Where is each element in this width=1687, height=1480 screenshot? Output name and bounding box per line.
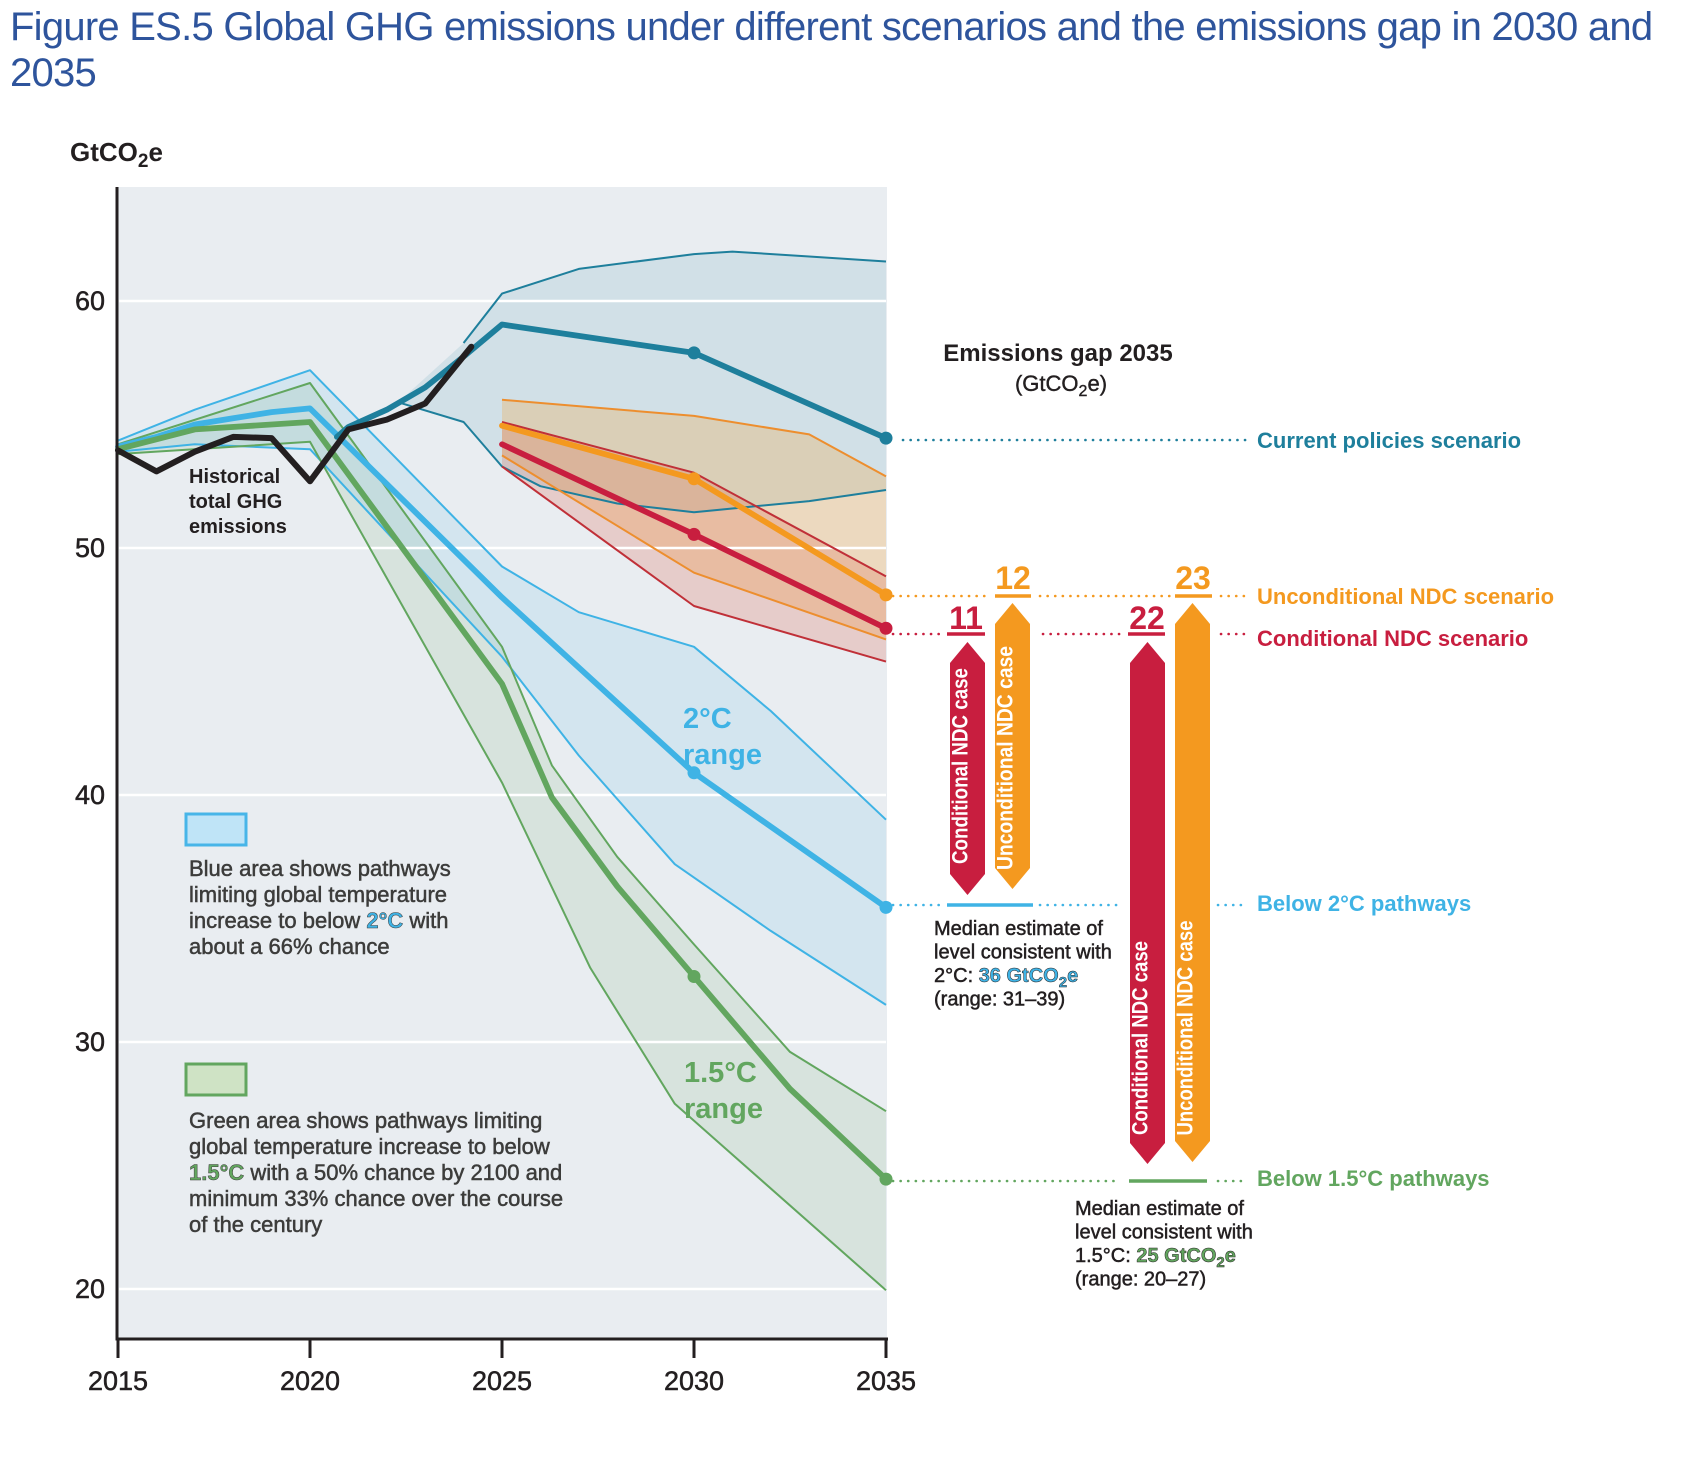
svg-text:global temperature increase to: global temperature increase to below xyxy=(189,1134,550,1159)
svg-text:(range: 31–39): (range: 31–39) xyxy=(934,989,1065,1011)
svg-text:1.5°C: 1.5°C xyxy=(684,1057,757,1089)
svg-text:11: 11 xyxy=(949,600,983,636)
svg-text:emissions: emissions xyxy=(189,516,287,538)
svg-text:Unconditional NDC scenario: Unconditional NDC scenario xyxy=(1257,584,1554,609)
svg-text:range: range xyxy=(684,1093,763,1125)
svg-text:Conditional NDC scenario: Conditional NDC scenario xyxy=(1257,626,1528,651)
svg-text:2030: 2030 xyxy=(664,1366,724,1396)
svg-text:20: 20 xyxy=(75,1274,105,1304)
svg-text:Median estimate of: Median estimate of xyxy=(934,918,1103,940)
svg-text:Historical: Historical xyxy=(189,466,280,488)
svg-text:(GtCO2e): (GtCO2e) xyxy=(1015,371,1107,400)
svg-text:minimum 33% chance over the co: minimum 33% chance over the course xyxy=(189,1186,563,1211)
svg-text:level consistent with: level consistent with xyxy=(1075,1222,1253,1244)
svg-text:limiting global temperature: limiting global temperature xyxy=(189,882,447,907)
svg-text:of the century: of the century xyxy=(189,1212,322,1237)
svg-text:50: 50 xyxy=(75,533,105,563)
svg-text:Below 2°C pathways: Below 2°C pathways xyxy=(1257,891,1471,916)
svg-text:2035: 2035 xyxy=(856,1366,916,1396)
svg-text:2°C: 2°C xyxy=(683,703,732,735)
svg-text:60: 60 xyxy=(75,286,105,316)
svg-text:level consistent with: level consistent with xyxy=(934,942,1112,964)
svg-text:Green area shows pathways limi: Green area shows pathways limiting xyxy=(189,1108,542,1133)
svg-text:increase to below 2°C with: increase to below 2°C with xyxy=(189,908,449,933)
svg-text:2015: 2015 xyxy=(88,1366,148,1396)
svg-text:total GHG: total GHG xyxy=(189,491,282,513)
svg-text:Unconditional NDC case: Unconditional NDC case xyxy=(993,646,1018,870)
svg-text:Unconditional NDC case: Unconditional NDC case xyxy=(1173,921,1198,1136)
svg-text:2025: 2025 xyxy=(472,1366,532,1396)
svg-text:about a 66% chance: about a 66% chance xyxy=(189,934,390,959)
svg-text:12: 12 xyxy=(995,560,1031,596)
svg-text:Emissions gap 2035: Emissions gap 2035 xyxy=(943,340,1172,367)
svg-text:Blue area shows pathways: Blue area shows pathways xyxy=(189,856,451,881)
svg-text:30: 30 xyxy=(75,1027,105,1057)
svg-text:2020: 2020 xyxy=(280,1366,340,1396)
svg-text:GtCO2e: GtCO2e xyxy=(70,137,163,172)
svg-text:Below 1.5°C pathways: Below 1.5°C pathways xyxy=(1257,1166,1490,1191)
svg-text:Current policies scenario: Current policies scenario xyxy=(1257,428,1521,453)
svg-text:1.5°C: 25 GtCO2e: 1.5°C: 25 GtCO2e xyxy=(1075,1245,1236,1271)
svg-text:22: 22 xyxy=(1129,600,1165,636)
svg-text:Conditional NDC case: Conditional NDC case xyxy=(948,668,973,864)
svg-text:2°C: 36 GtCO2e: 2°C: 36 GtCO2e xyxy=(934,965,1078,991)
svg-text:Conditional NDC case: Conditional NDC case xyxy=(1128,941,1153,1135)
svg-text:1.5°C with a 50% chance by 210: 1.5°C with a 50% chance by 2100 and xyxy=(189,1160,562,1185)
svg-text:23: 23 xyxy=(1175,560,1211,596)
svg-text:(range: 20–27): (range: 20–27) xyxy=(1075,1269,1206,1291)
svg-text:Median estimate of: Median estimate of xyxy=(1075,1198,1244,1220)
svg-text:40: 40 xyxy=(75,780,105,810)
svg-text:range: range xyxy=(683,739,762,771)
